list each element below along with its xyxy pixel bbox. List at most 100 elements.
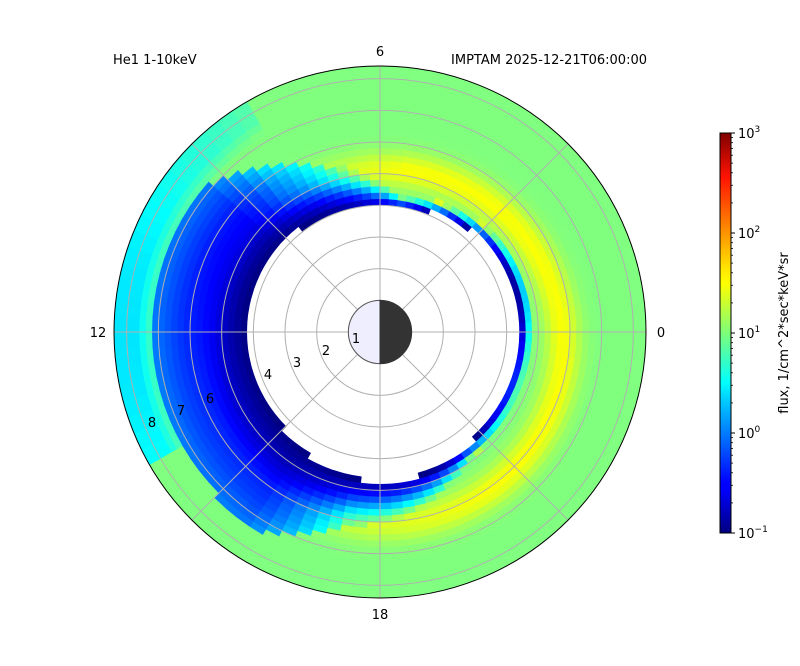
heatmap-cell: [436, 110, 454, 123]
heatmap-cell: [223, 382, 234, 397]
heatmap-cell: [255, 139, 273, 154]
heatmap-cell: [478, 523, 496, 538]
heatmap-cell: [503, 483, 519, 499]
heatmap-cell: [174, 465, 190, 484]
heatmap-cell: [433, 123, 450, 135]
heatmap-cell: [612, 377, 624, 397]
heatmap-cell: [441, 92, 460, 105]
heatmap-cell: [278, 571, 298, 585]
heatmap-cell: [312, 576, 332, 588]
heatmap-cell: [366, 527, 382, 536]
heatmap-cell: [145, 426, 159, 446]
heatmap-cell: [350, 187, 362, 196]
heatmap-cell: [268, 518, 286, 532]
heatmap-cell: [220, 115, 240, 132]
heatmap-cell: [298, 565, 318, 578]
heatmap-cell: [580, 172, 597, 192]
heatmap-cell: [589, 224, 603, 243]
heatmap-cell: [244, 502, 262, 518]
heatmap-cell: [311, 76, 331, 88]
heatmap-cell: [183, 344, 192, 359]
heatmap-cell: [322, 493, 337, 505]
heatmap-cell: [287, 548, 306, 561]
heatmap-cell: [277, 120, 296, 134]
heatmap-cell: [527, 255, 539, 269]
heatmap-cell: [430, 517, 447, 529]
heatmap-cell: [197, 215, 212, 232]
heatmap-cell: [378, 78, 397, 86]
heatmap-cell: [460, 160, 476, 173]
heatmap-cell: [589, 388, 602, 406]
heatmap-cell: [276, 79, 297, 93]
heatmap-cell: [204, 145, 222, 163]
heatmap-cell: [274, 144, 291, 157]
heatmap-cell: [136, 267, 148, 287]
heatmap-cell: [509, 452, 524, 467]
heatmap-cell: [197, 161, 215, 179]
heatmap-cell: [312, 212, 324, 223]
heatmap-cell: [164, 332, 172, 348]
heatmap-cell: [291, 115, 309, 128]
heatmap-cell: [555, 255, 567, 271]
heatmap-cell: [479, 564, 500, 579]
heatmap-cell: [158, 258, 171, 276]
heatmap-cell: [378, 122, 394, 130]
heatmap-cell: [553, 211, 567, 228]
heatmap-cell: [582, 210, 597, 229]
heatmap-cell: [211, 130, 230, 148]
heatmap-cell: [347, 570, 366, 580]
heatmap-cell: [488, 464, 503, 479]
heatmap-cell: [283, 132, 300, 145]
heatmap-cell: [139, 428, 154, 449]
heatmap-cell: [187, 395, 199, 411]
heatmap-cell: [253, 180, 269, 195]
heatmap-cell: [561, 253, 573, 269]
heatmap-cell: [379, 173, 391, 181]
heatmap-cell: [239, 387, 250, 401]
heatmap-cell: [559, 380, 571, 396]
heatmap-cell: [380, 591, 399, 598]
heatmap-cell: [474, 160, 490, 174]
heatmap-cell: [380, 521, 394, 529]
heatmap-cell: [571, 216, 586, 234]
heatmap-cell: [189, 332, 197, 346]
heatmap-cell: [146, 254, 159, 273]
heatmap-cell: [379, 141, 393, 149]
heatmap-cell: [380, 553, 397, 561]
heatmap-cell: [379, 179, 390, 187]
heatmap-cell: [527, 242, 540, 257]
heatmap-cell: [478, 494, 494, 509]
heatmap-cell: [620, 314, 628, 332]
heatmap-cell: [197, 244, 210, 261]
heatmap-cell: [344, 155, 358, 165]
heatmap-cell: [151, 317, 159, 334]
heatmap-cell: [535, 298, 544, 312]
heatmap-cell: [262, 529, 281, 544]
heatmap-cell: [439, 547, 457, 559]
heatmap-cell: [293, 121, 311, 134]
heatmap-cell: [619, 247, 632, 267]
heatmap-cell: [480, 149, 497, 164]
heatmap-cell: [393, 532, 409, 542]
heatmap-cell: [209, 497, 227, 515]
heatmap-cell: [595, 460, 612, 481]
heatmap-cell: [593, 440, 609, 459]
heatmap-cell: [294, 530, 312, 543]
heatmap-cell: [257, 185, 272, 200]
heatmap-cell: [140, 394, 153, 413]
heatmap-cell: [516, 248, 529, 262]
heatmap-cell: [162, 419, 176, 437]
heatmap-cell: [606, 345, 615, 363]
heatmap-cell: [189, 192, 205, 210]
heatmap-cell: [563, 502, 582, 521]
heatmap-cell: [221, 321, 229, 333]
heatmap-cell: [167, 156, 185, 175]
heatmap-cell: [281, 496, 297, 510]
heatmap-cell: [227, 322, 235, 333]
heatmap-cell: [438, 468, 452, 479]
heatmap-cell: [473, 96, 493, 111]
heatmap-cell: [459, 463, 473, 476]
heatmap-cell: [127, 230, 141, 250]
heatmap-cell: [394, 84, 413, 94]
heatmap-cell: [514, 378, 525, 391]
